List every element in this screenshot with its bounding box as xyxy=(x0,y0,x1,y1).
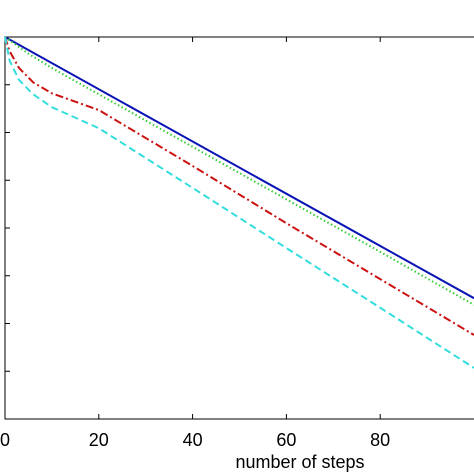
x-axis-label: number of steps xyxy=(235,452,364,472)
x-tick-label: 0 xyxy=(0,430,10,450)
x-tick-label: 80 xyxy=(370,430,390,450)
series-line xyxy=(4,36,474,369)
x-tick-label: 60 xyxy=(276,430,296,450)
plot-frame xyxy=(4,36,474,420)
series-line xyxy=(4,36,474,336)
series-line xyxy=(4,36,474,306)
series-line xyxy=(4,36,474,300)
x-tick-label: 40 xyxy=(183,430,203,450)
x-tick-label: 20 xyxy=(89,430,109,450)
